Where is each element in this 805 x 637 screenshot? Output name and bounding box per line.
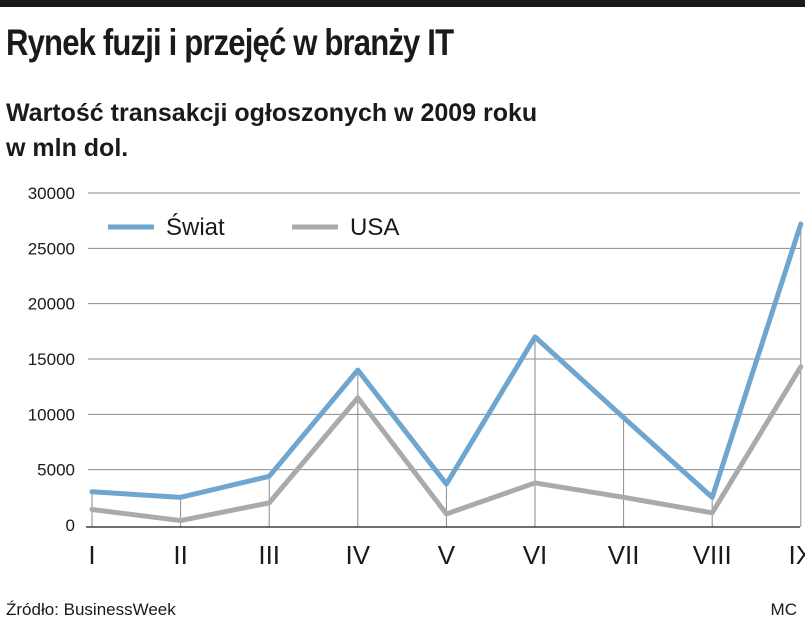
top-rule [0, 0, 805, 7]
subtitle-line-1: Wartość transakcji ogłoszonych w 2009 ro… [6, 99, 538, 127]
chart-subtitle: Wartość transakcji ogłoszonych w 2009 ro… [6, 96, 805, 166]
x-tick-label: IV [346, 540, 371, 570]
y-tick-label: 15000 [28, 350, 75, 369]
author-initials: MC [770, 600, 797, 619]
x-tick-label: II [173, 540, 187, 570]
legend-label: Świat [166, 213, 225, 241]
series-line [89, 364, 804, 524]
x-tick-label: I [88, 540, 95, 570]
x-tick-label: IX [789, 540, 805, 570]
series-line [89, 221, 804, 500]
source-note: Źródło: BusinessWeek [6, 600, 176, 619]
y-tick-label: 10000 [28, 405, 75, 424]
y-tick-label: 20000 [28, 295, 75, 314]
x-tick-label: VII [608, 540, 640, 570]
y-tick-label: 5000 [37, 461, 75, 480]
y-tick-label: 0 [66, 516, 75, 535]
legend-label: USA [350, 214, 399, 241]
y-tick-label: 30000 [28, 184, 75, 203]
x-tick-label: III [258, 540, 280, 570]
x-tick-label: V [438, 540, 456, 570]
subtitle-line-2: w mln dol. [6, 134, 129, 162]
x-tick-label: VI [523, 540, 548, 570]
y-tick-label: 25000 [28, 239, 75, 258]
chart-title: Rynek fuzji i przejęć w branży IT [6, 22, 454, 63]
x-tick-label: VIII [693, 540, 732, 570]
